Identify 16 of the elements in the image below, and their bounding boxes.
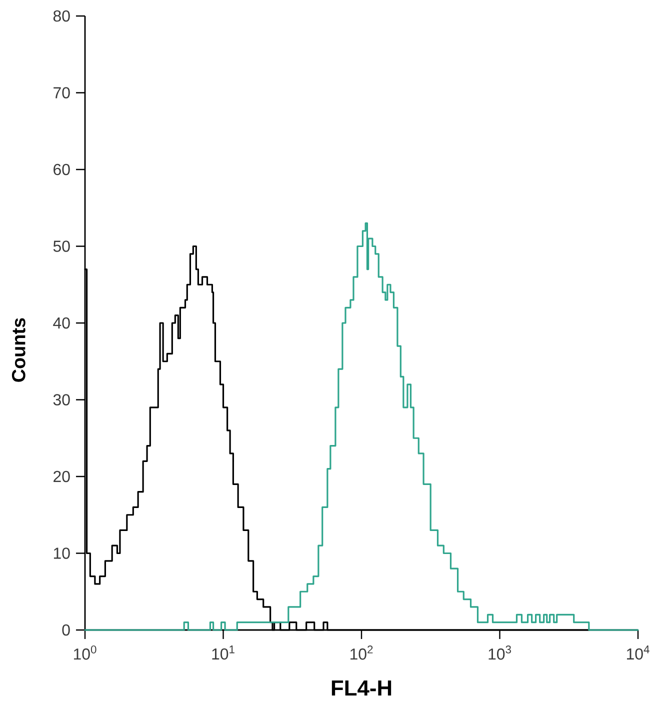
y-tick-label: 70 — [54, 87, 70, 98]
y-tick-label: 30 — [54, 394, 70, 406]
y-tick-label: 0 — [62, 624, 70, 636]
y-tick-label: 10 — [54, 548, 70, 559]
y-axis-title: Counts — [12, 318, 26, 382]
x-tick-label: 10$^{4}$ — [627, 646, 650, 660]
x-tick-label: 10$^{3}$ — [488, 646, 512, 660]
x-tick-label: 10$^{1}$ — [212, 646, 235, 660]
x-tick-label: 10$^{0}$ — [74, 646, 97, 660]
y-tick-label: 20 — [54, 470, 70, 482]
y-tick-label: 40 — [53, 317, 70, 329]
x-tick-label: 10$^{2}$ — [350, 646, 373, 660]
y-tick-label: 50 — [54, 240, 70, 252]
y-tick-label: 60 — [54, 164, 70, 176]
y-tick-label: 80 — [54, 10, 70, 22]
x-axis-title: FL4-H — [332, 680, 392, 696]
